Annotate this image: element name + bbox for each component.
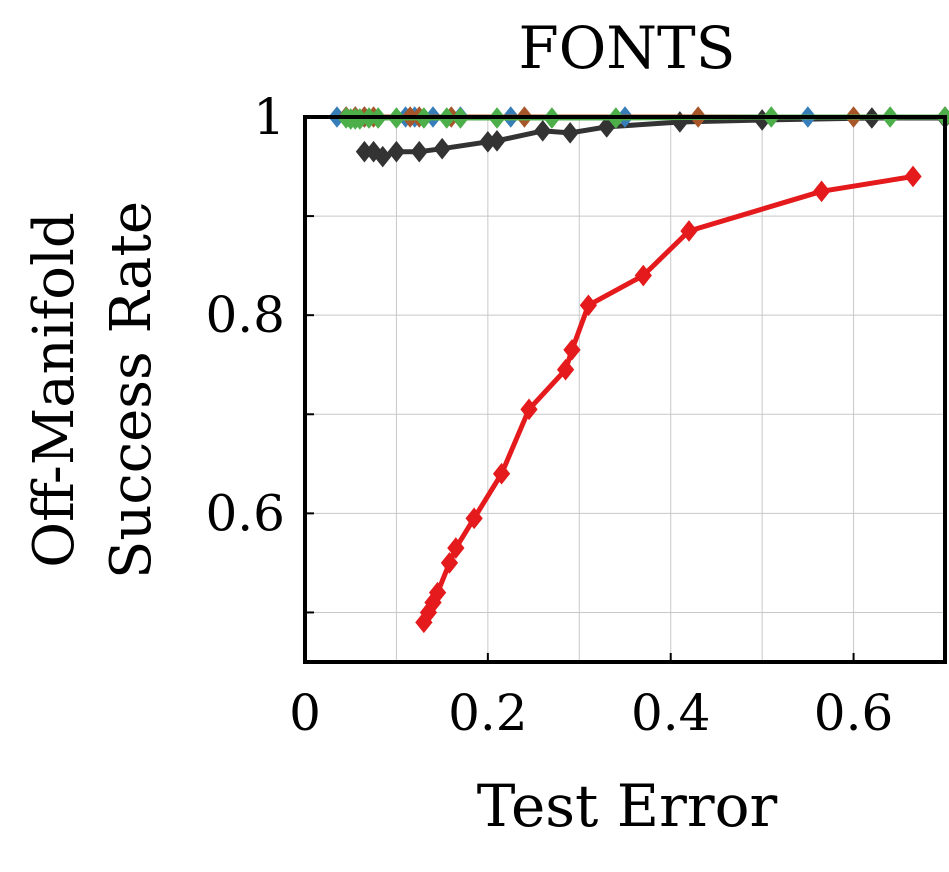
- data-point-0-4: [440, 552, 459, 574]
- data-point-0-8: [520, 398, 538, 421]
- data-point-0-6: [465, 507, 483, 530]
- x-tick-label-3: 0.6: [814, 684, 894, 742]
- x-tick-label-1: 0.2: [448, 684, 528, 742]
- data-point-1-5: [433, 137, 451, 160]
- data-point-1-8: [534, 120, 552, 142]
- data-point-1-2: [374, 145, 392, 168]
- data-point-1-9: [561, 122, 579, 144]
- data-point-1-7: [488, 129, 506, 152]
- data-point-0-12: [634, 264, 652, 287]
- data-point-0-3: [428, 581, 447, 604]
- axes: [303, 115, 947, 664]
- data-point-0-14: [812, 180, 831, 203]
- data-point-1-3: [387, 140, 406, 163]
- y-tick-label-1: 0.6: [205, 484, 285, 542]
- data-point-0-7: [492, 462, 511, 485]
- y-axis-label-line-2: Success Rate: [99, 201, 164, 579]
- data-point-0-5: [447, 537, 465, 559]
- data-point-0-15: [904, 165, 922, 188]
- data-point-1-4: [410, 140, 428, 163]
- y-axis-label: Off-Manifold Success Rate: [22, 201, 164, 579]
- series-layer: [328, 106, 949, 634]
- series-line-0: [421, 174, 914, 624]
- x-tick-label-0: 0: [289, 684, 321, 742]
- x-tick-label-2: 0.4: [631, 684, 711, 742]
- chart-title: FONTS: [519, 14, 736, 82]
- data-point-0-10: [563, 339, 581, 361]
- grid: [304, 116, 945, 662]
- data-point-0-9: [556, 358, 575, 381]
- data-point-0-13: [680, 220, 698, 242]
- x-axis-label: Test Error: [477, 772, 778, 840]
- y-tick-label-3: 0.8: [205, 286, 285, 344]
- tick-labels: 0 0.2 0.4 0.6 0.6 0.8 1: [205, 88, 893, 742]
- y-axis-label-line-1: Off-Manifold: [22, 212, 87, 568]
- data-point-0-11: [579, 294, 598, 317]
- plot-frame: [303, 115, 947, 664]
- y-tick-label-5: 1: [253, 88, 285, 146]
